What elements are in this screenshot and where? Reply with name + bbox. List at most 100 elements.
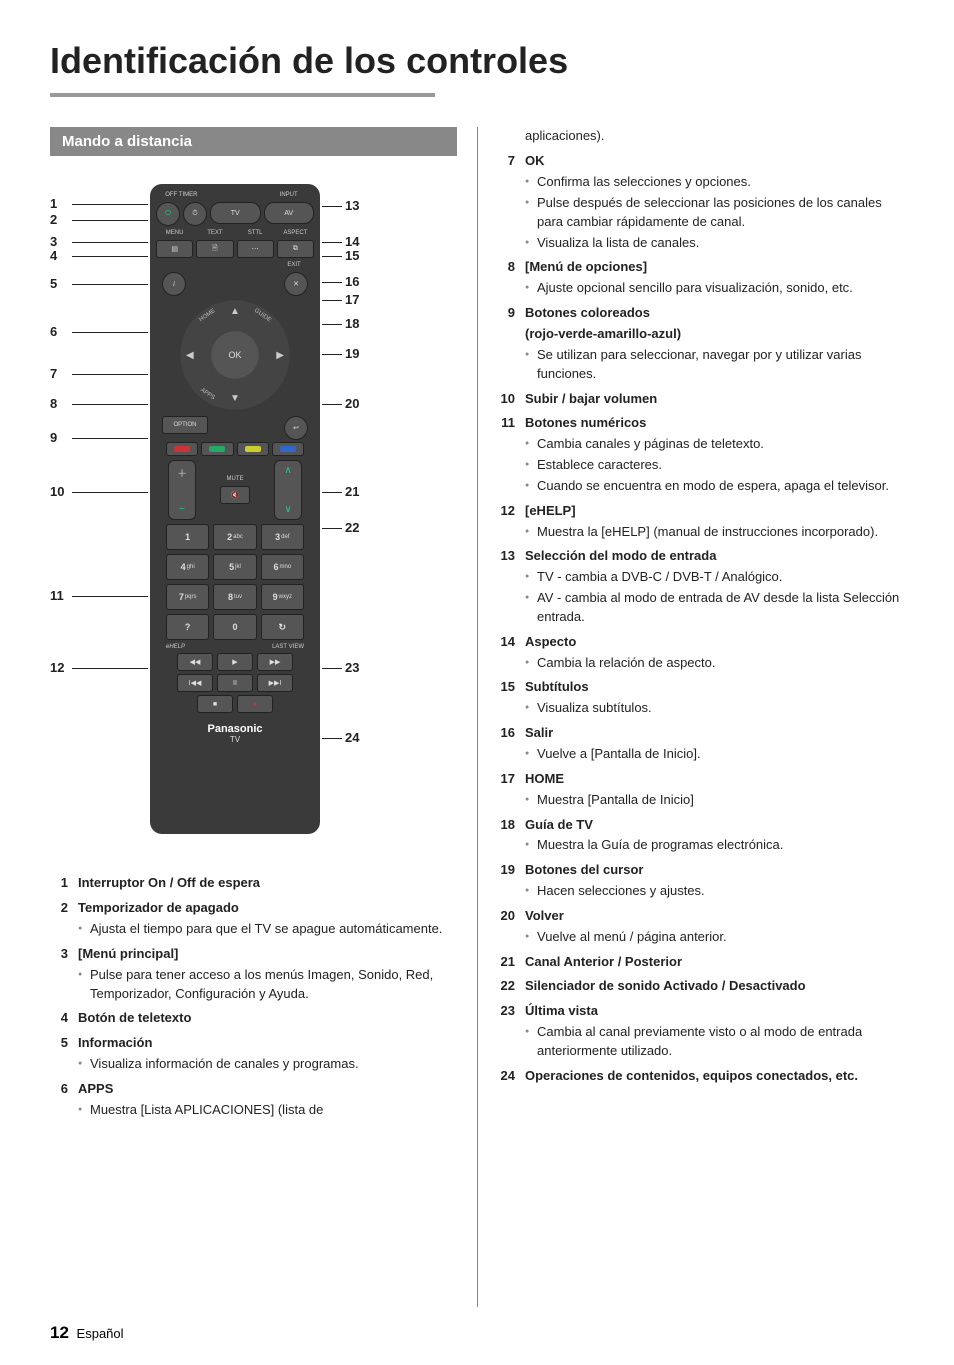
entry-21: 21Canal Anterior / Posterior [497,953,904,972]
entry-bullets: Pulse para tener acceso a los menús Imag… [78,966,457,1004]
text-button[interactable]: 🗎 [196,240,233,258]
entry-16: 16Salir Vuelve a [Pantalla de Inicio]. [497,724,904,764]
callout-24: 24 [345,730,359,745]
entry-continuation: aplicaciones). [525,127,904,146]
blue-button[interactable] [272,442,304,456]
record-button[interactable]: ● [237,695,273,713]
callout-line [72,204,148,205]
entry-bullet: Cambia al canal previamente visto o al m… [525,1023,904,1061]
callout-17: 17 [345,292,359,307]
key-8[interactable]: 8tuv [213,584,256,610]
entry-bullets: Cambia canales y páginas de teletexto.Es… [525,435,904,496]
entry-bullets: Ajuste opcional sencillo para visualizac… [525,279,904,298]
entry-bullet: Visualiza subtítulos. [525,699,904,718]
key-3[interactable]: 3def [261,524,304,550]
yellow-button[interactable] [237,442,269,456]
red-button[interactable] [166,442,198,456]
tv-input-button[interactable]: TV [210,202,261,224]
entry-bullets: Muestra [Lista APLICACIONES] (lista de [78,1101,457,1120]
green-button[interactable] [201,442,233,456]
av-input-button[interactable]: AV [264,202,315,224]
entry-title: Operaciones de contenidos, equipos conec… [525,1067,858,1086]
callout-18: 18 [345,316,359,331]
entry-title: Botón de teletexto [78,1009,191,1028]
entry-title: HOME [525,770,564,789]
entry-head: 11Botones numéricos [497,414,904,433]
entry-head: 1Interruptor On / Off de espera [50,874,457,893]
key-9[interactable]: 9wxyz [261,584,304,610]
mute-button[interactable]: 🔇 [220,486,250,504]
entry-number: 18 [497,816,515,835]
vol-up-icon[interactable]: ＋ [177,465,187,480]
vol-down-icon[interactable]: − [179,504,185,515]
entry-title: Botones del cursor [525,861,643,880]
info-button[interactable]: i [162,272,186,296]
key-0[interactable]: 0 [213,614,256,640]
entry-number: 23 [497,1002,515,1021]
nav-ring[interactable]: OK ▲ ▼ ◀ ▶ HOME GUIDE APPS [180,300,290,410]
entry-number: 15 [497,678,515,697]
down-arrow-icon[interactable]: ▼ [230,393,240,404]
entry-number: 12 [497,502,515,521]
entry-head: 5Información [50,1034,457,1053]
entry-head: 19Botones del cursor [497,861,904,880]
menu-button[interactable]: ▤ [156,240,193,258]
exit-button[interactable]: ✕ [284,272,308,296]
entry-2: 2Temporizador de apagadoAjusta el tiempo… [50,899,457,939]
ok-button[interactable]: OK [228,350,241,360]
aspect-button[interactable]: ⧉ [277,240,314,258]
right-arrow-icon[interactable]: ▶ [276,350,284,361]
entry-number: 10 [497,390,515,409]
left-arrow-icon[interactable]: ◀ [186,350,194,361]
key-6[interactable]: 6mno [261,554,304,580]
sttl-button[interactable]: ⋯ [237,240,274,258]
key-2[interactable]: 2abc [213,524,256,550]
key-↻[interactable]: ↻ [261,614,304,640]
entry-number: 20 [497,907,515,926]
entry-number: 4 [50,1009,68,1028]
color-buttons-row [166,442,304,456]
play-button[interactable]: ▶ [217,653,253,671]
key-7[interactable]: 7pqrs [166,584,209,610]
rewind-button[interactable]: ◀◀ [177,653,213,671]
entry-number: 11 [497,414,515,433]
entry-15: 15SubtítulosVisualiza subtítulos. [497,678,904,718]
next-button[interactable]: ▶▶I [257,674,293,692]
pause-button[interactable]: II [217,674,253,692]
entry-bullets: Visualiza subtítulos. [525,699,904,718]
prev-button[interactable]: I◀◀ [177,674,213,692]
entry-13: 13Selección del modo de entradaTV - camb… [497,547,904,626]
callout-3: 3 [50,234,57,249]
entry-cont: aplicaciones). [497,127,904,146]
volume-rocker[interactable]: ＋ − [168,460,196,520]
entry-bullet: Visualiza la lista de canales. [525,234,904,253]
callout-line [72,404,148,405]
stop-button[interactable]: ■ [197,695,233,713]
key-?[interactable]: ? [166,614,209,640]
channel-rocker[interactable]: ∧ ∨ [274,460,302,520]
fastforward-button[interactable]: ▶▶ [257,653,293,671]
up-arrow-icon[interactable]: ▲ [230,306,240,317]
entry-bullets: Vuelve a [Pantalla de Inicio]. [525,745,904,764]
ch-up-icon[interactable]: ∧ [284,465,291,476]
power-button[interactable]: ⏻ [156,202,180,226]
return-button[interactable]: ↩ [284,416,308,440]
entry-head: 10Subir / bajar volumen [497,390,904,409]
guide-label: GUIDE [253,308,272,324]
key-4[interactable]: 4ghi [166,554,209,580]
entry-bullet: Cambia la relación de aspecto. [525,654,904,673]
entry-bullets: Confirma las selecciones y opciones.Puls… [525,173,904,252]
key-1[interactable]: 1 [166,524,209,550]
entry-bullet: Muestra la Guía de programas electrónica… [525,836,904,855]
ch-down-icon[interactable]: ∨ [284,504,291,515]
option-button[interactable]: OPTION [162,416,208,434]
page-number: 12 [50,1323,69,1342]
remote-label: TEXT [196,230,233,236]
entry-20: 20VolverVuelve al menú / página anterior… [497,907,904,947]
timer-button[interactable]: ⏱ [183,202,207,226]
key-5[interactable]: 5jkl [213,554,256,580]
entry-bullet: Se utilizan para seleccionar, navegar po… [525,346,904,384]
callout-line [322,300,342,301]
entry-head: 16Salir [497,724,904,743]
apps-label: APPS [199,388,216,402]
